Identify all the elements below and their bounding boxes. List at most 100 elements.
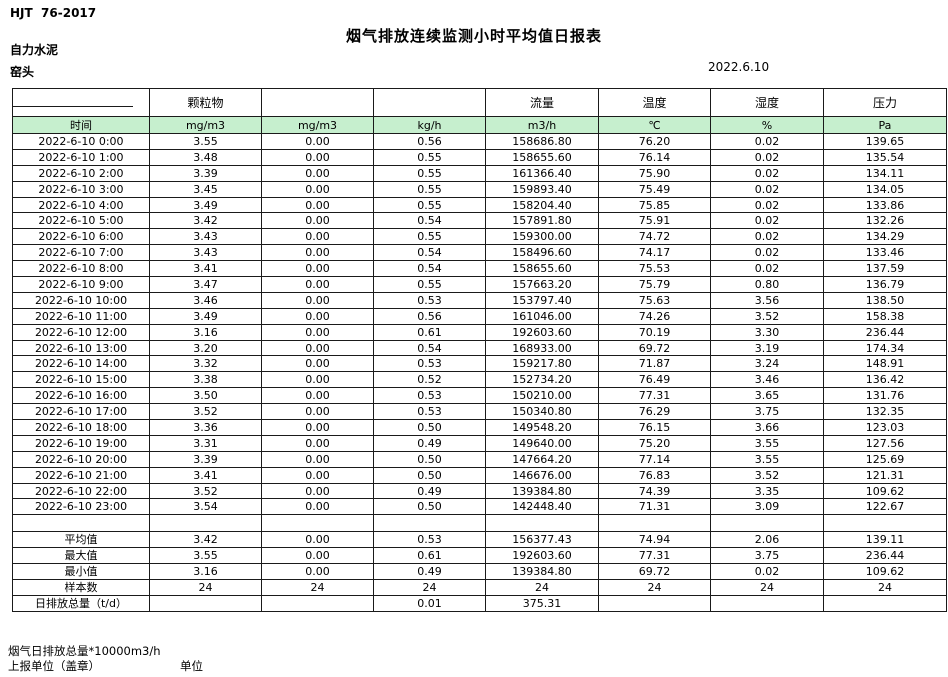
data-cell-7: 136.42 xyxy=(823,371,947,389)
data-cell-2: 0.00 xyxy=(261,276,374,293)
data-cell-6: 3.66 xyxy=(710,419,824,436)
data-cell-3: 0.61 xyxy=(373,323,486,341)
data-cell-1: 3.49 xyxy=(149,307,262,325)
data-cell-4: 159217.80 xyxy=(485,355,599,373)
data-cell-5: 75.53 xyxy=(598,260,711,278)
hourly-data-row: 2022-6-10 7:00 3.43 0.00 0.54 158496.60 74.17… xyxy=(12,244,947,262)
hourly-data-row: 2022-6-10 14:00 3.32 0.00 0.53 159217.80 71.8… xyxy=(12,355,947,373)
page-title: 烟气排放连续监测小时平均值日报表 xyxy=(345,27,602,45)
data-cell-2: 0.00 xyxy=(261,212,374,230)
data-cell-3: 0.54 xyxy=(373,244,486,262)
data-cell-3: 0.50 xyxy=(373,498,486,516)
summary-cell-4: 375.31 xyxy=(485,594,599,612)
data-cell-7: 122.67 xyxy=(823,498,947,516)
data-cell-5: 76.49 xyxy=(598,371,711,389)
summary-cell-7: 139.11 xyxy=(823,531,947,549)
data-cell-1: 3.20 xyxy=(149,339,262,357)
data-cell-3: 0.56 xyxy=(373,133,486,150)
monitoring-point-name: 窑头 xyxy=(10,65,35,79)
unit-header-row: 时间 mg/m3 mg/m3 kg/h m3/h ℃% Pa xyxy=(12,116,947,134)
hourly-data-row: 2022-6-10 6:00 3.43 0.00 0.55 159300.00 74.72… xyxy=(12,228,947,246)
unit-cell-5: ℃ xyxy=(598,116,711,134)
data-cell-3: 0.53 xyxy=(373,291,486,309)
data-cell-0: 2022-6-10 10:00 xyxy=(12,291,150,309)
group-header-cell-6: 湿度 xyxy=(710,88,824,117)
reporting-unit-note: 上报单位（盖章） xyxy=(8,659,100,673)
summary-cell-0: 最大值 xyxy=(12,547,150,565)
hourly-data-row: 2022-6-10 20:00 3.39 0.00 0.50 147664.20 77.1… xyxy=(12,450,947,468)
summary-cell-6: 2.06 xyxy=(710,531,824,549)
data-cell-1: 3.43 xyxy=(149,244,262,262)
hourly-data-row: 2022-6-10 1:00 3.48 0.00 0.55 158655.60 76.14… xyxy=(12,148,947,166)
summary-cell-3: 0.53 xyxy=(373,531,486,549)
summary-cell-0: 平均值 xyxy=(12,531,150,549)
data-cell-5: 74.39 xyxy=(598,482,711,500)
summary-cell-0: 最小值 xyxy=(12,563,150,581)
data-cell-0: 2022-6-10 2:00 xyxy=(12,164,150,182)
report-table-body: 颗粒物 流量 温度 湿度 压力 时间 mg/m3 mg/m3 kg/h m3/h ℃% Pa 2022-… xyxy=(12,88,947,612)
data-cell-6: 0.02 xyxy=(710,164,824,182)
summary-cell-0: 日排放总量（t/d） xyxy=(12,594,150,612)
unit-cell-7: Pa xyxy=(823,116,947,134)
data-cell-2: 0.00 xyxy=(261,450,374,468)
summary-cell-5: 69.72 xyxy=(598,563,711,581)
hourly-data-row: 2022-6-10 22:00 3.52 0.00 0.49 139384.80 74.3… xyxy=(12,482,947,500)
hourly-data-row: 2022-6-10 9:00 3.47 0.00 0.55 157663.20 75.79… xyxy=(12,276,947,293)
data-cell-1: 3.50 xyxy=(149,387,262,405)
hourly-data-row: 2022-6-10 5:00 3.42 0.00 0.54 157891.80 75.91… xyxy=(12,212,947,230)
summary-cell-6: 24 xyxy=(710,579,824,596)
data-cell-7: 174.34 xyxy=(823,339,947,357)
data-cell-4: 142448.40 xyxy=(485,498,599,516)
summary-cell-2 xyxy=(261,594,374,612)
group-header-cell-1: 颗粒物 xyxy=(149,88,262,117)
unit-cell-3: kg/h xyxy=(373,116,486,134)
data-cell-5: 71.31 xyxy=(598,498,711,516)
data-cell-1: 3.41 xyxy=(149,260,262,278)
data-cell-3: 0.54 xyxy=(373,339,486,357)
data-cell-7: 236.44 xyxy=(823,323,947,341)
data-cell-7: 148.91 xyxy=(823,355,947,373)
data-cell-5: 76.14 xyxy=(598,148,711,166)
standard-number-label: HJT 76-2017 xyxy=(10,6,97,20)
data-cell-0: 2022-6-10 6:00 xyxy=(12,228,150,246)
data-cell-7: 158.38 xyxy=(823,307,947,325)
data-cell-7: 127.56 xyxy=(823,434,947,452)
data-cell-0: 2022-6-10 18:00 xyxy=(12,419,150,436)
data-cell-0: 2022-6-10 0:00 xyxy=(12,133,150,150)
data-cell-1: 3.46 xyxy=(149,291,262,309)
summary-cell-6 xyxy=(710,594,824,612)
data-cell-5: 74.26 xyxy=(598,307,711,325)
data-cell-6: 0.02 xyxy=(710,133,824,150)
data-cell-6: 3.24 xyxy=(710,355,824,373)
data-cell-1: 3.39 xyxy=(149,164,262,182)
spacer-cell-4 xyxy=(485,514,599,533)
data-cell-4: 158686.80 xyxy=(485,133,599,150)
data-cell-1: 3.47 xyxy=(149,276,262,293)
data-cell-2: 0.00 xyxy=(261,323,374,341)
data-cell-0: 2022-6-10 13:00 xyxy=(12,339,150,357)
data-cell-2: 0.00 xyxy=(261,371,374,389)
data-cell-2: 0.00 xyxy=(261,196,374,214)
hourly-data-row: 2022-6-10 15:00 3.38 0.00 0.52 152734.20 76.4… xyxy=(12,371,947,389)
data-cell-6: 3.65 xyxy=(710,387,824,405)
summary-cell-5: 74.94 xyxy=(598,531,711,549)
data-cell-2: 0.00 xyxy=(261,307,374,325)
data-cell-5: 77.14 xyxy=(598,450,711,468)
hourly-data-row: 2022-6-10 12:00 3.16 0.00 0.61 192603.60 70.1… xyxy=(12,323,947,341)
data-cell-0: 2022-6-10 7:00 xyxy=(12,244,150,262)
group-header-cell-5: 温度 xyxy=(598,88,711,117)
data-cell-1: 3.54 xyxy=(149,498,262,516)
data-cell-6: 3.09 xyxy=(710,498,824,516)
data-cell-1: 3.16 xyxy=(149,323,262,341)
data-cell-6: 3.55 xyxy=(710,450,824,468)
unit-cell-0: 时间 xyxy=(12,116,150,134)
data-cell-6: 3.55 xyxy=(710,434,824,452)
group-header-cell-2 xyxy=(261,88,374,117)
summary-cell-1: 3.16 xyxy=(149,563,262,581)
data-cell-4: 149640.00 xyxy=(485,434,599,452)
summary-cell-5: 77.31 xyxy=(598,547,711,565)
data-cell-4: 150210.00 xyxy=(485,387,599,405)
summary-cell-1: 3.55 xyxy=(149,547,262,565)
data-cell-2: 0.00 xyxy=(261,164,374,182)
data-cell-5: 76.15 xyxy=(598,419,711,436)
